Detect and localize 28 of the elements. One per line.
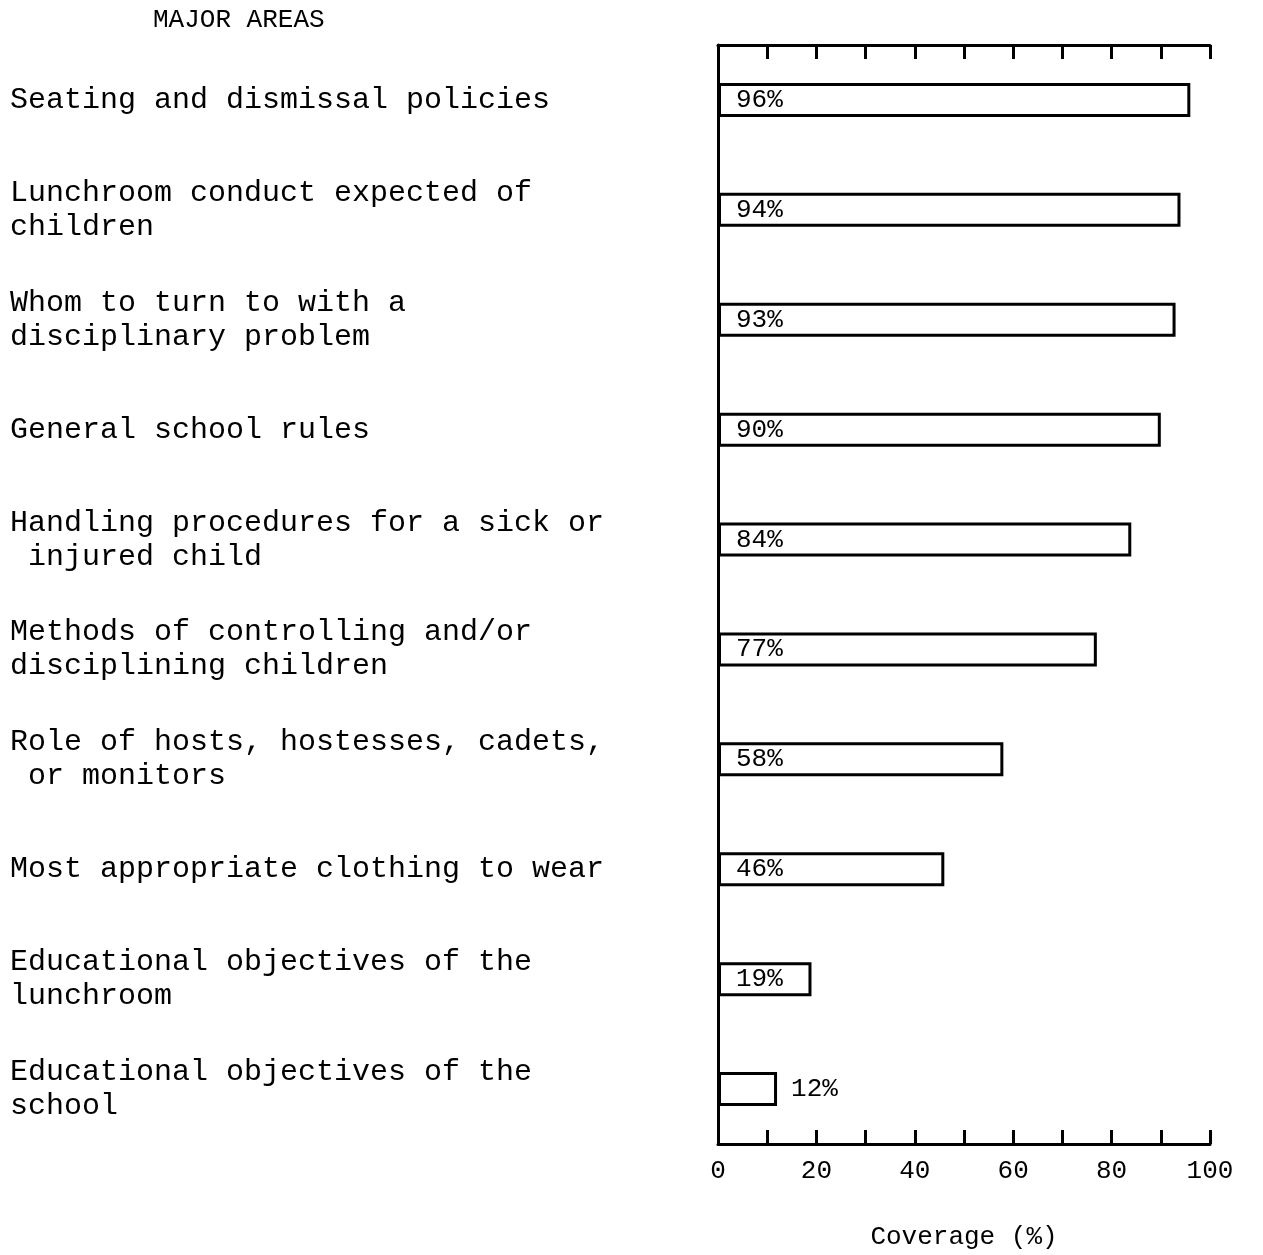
data-label: 19%: [736, 964, 784, 995]
x-tick-label: 100: [1186, 1156, 1234, 1186]
y-tick-label: Whom to turn to with a disciplinary problem: [10, 285, 425, 354]
y-tick-label: Most appropriate clothing to wear: [10, 852, 605, 887]
y-tick-label: Lunchroom conduct expected of children: [10, 175, 551, 244]
y-tick-label: Educational objectives of the school: [10, 1055, 551, 1124]
data-label: 94%: [736, 194, 784, 225]
y-tick-label: Role of hosts, hostesses, cadets, or monitors: [10, 725, 605, 794]
data-label: 84%: [736, 524, 784, 555]
x-tick-label: 20: [800, 1156, 833, 1186]
data-label: 46%: [736, 854, 784, 885]
data-label: 58%: [736, 744, 784, 775]
data-label: 96%: [736, 84, 784, 115]
x-tick-label: 0: [710, 1156, 726, 1186]
data-label: 12%: [791, 1074, 839, 1105]
y-tick-label: Handling procedures for a sick or injured child: [10, 505, 605, 574]
y-tick-label: General school rules: [10, 412, 371, 447]
data-label: 90%: [736, 414, 784, 445]
data-label: 93%: [736, 304, 784, 335]
x-tick-label: 80: [1095, 1156, 1128, 1186]
y-tick-label: Educational objectives of the lunchroom: [10, 945, 551, 1014]
y-tick-label: Methods of controlling and/or disciplining children: [10, 615, 551, 684]
y-tick-label: Seating and dismissal policies: [10, 82, 551, 117]
data-label: 77%: [736, 634, 784, 665]
y-axis-title: MAJOR AREAS: [153, 5, 325, 35]
x-tick-label: 40: [899, 1156, 931, 1186]
x-tick-label: 60: [997, 1156, 1029, 1186]
x-axis-title: Coverage (%): [870, 1222, 1058, 1252]
